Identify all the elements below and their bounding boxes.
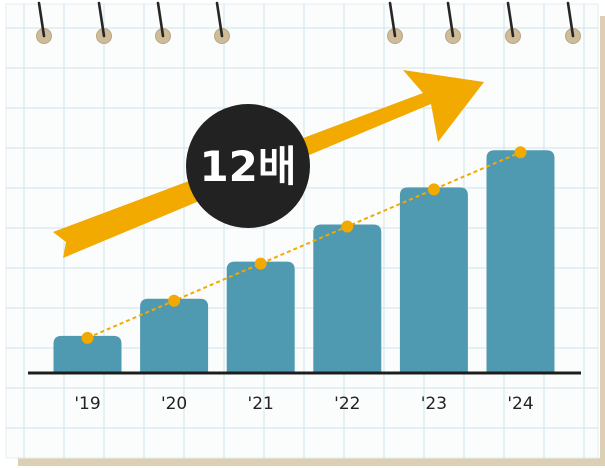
bar-4 [399,187,468,373]
x-tick-label: '21 [248,394,274,414]
bar-2 [226,261,295,373]
x-tick-label: '20 [161,394,187,414]
ring-wire [566,1,575,38]
trend-line [81,146,527,344]
x-tick-label: '22 [334,394,360,414]
trend-point [514,146,527,159]
trend-point [81,331,94,344]
x-ticks: '19 '20 '21 '22 '23 '24 [74,394,533,414]
bar-5 [486,150,555,373]
ring-wire [446,1,455,38]
bar-3 [313,224,382,373]
badge-label: 12배 [199,142,296,191]
x-tick-label: '23 [421,394,447,414]
binder-rings [36,1,581,44]
ring-wire [37,1,46,38]
trend-point [254,257,267,270]
x-tick-label: '19 [74,394,100,414]
bars [53,150,555,373]
ring-wire [506,1,515,38]
x-tick-label: '24 [507,394,533,414]
multiplier-badge: 12배 [186,104,310,228]
ring-wire [97,1,106,38]
trend-line-path [87,151,521,339]
badge-circle [186,104,310,228]
ring-wire [215,1,224,38]
ring-wire [388,1,397,38]
trend-point [427,183,440,196]
bar-1 [140,298,209,373]
trend-point [168,294,181,307]
bar-0 [53,335,122,373]
ring-wire [156,1,165,38]
trend-point [341,220,354,233]
